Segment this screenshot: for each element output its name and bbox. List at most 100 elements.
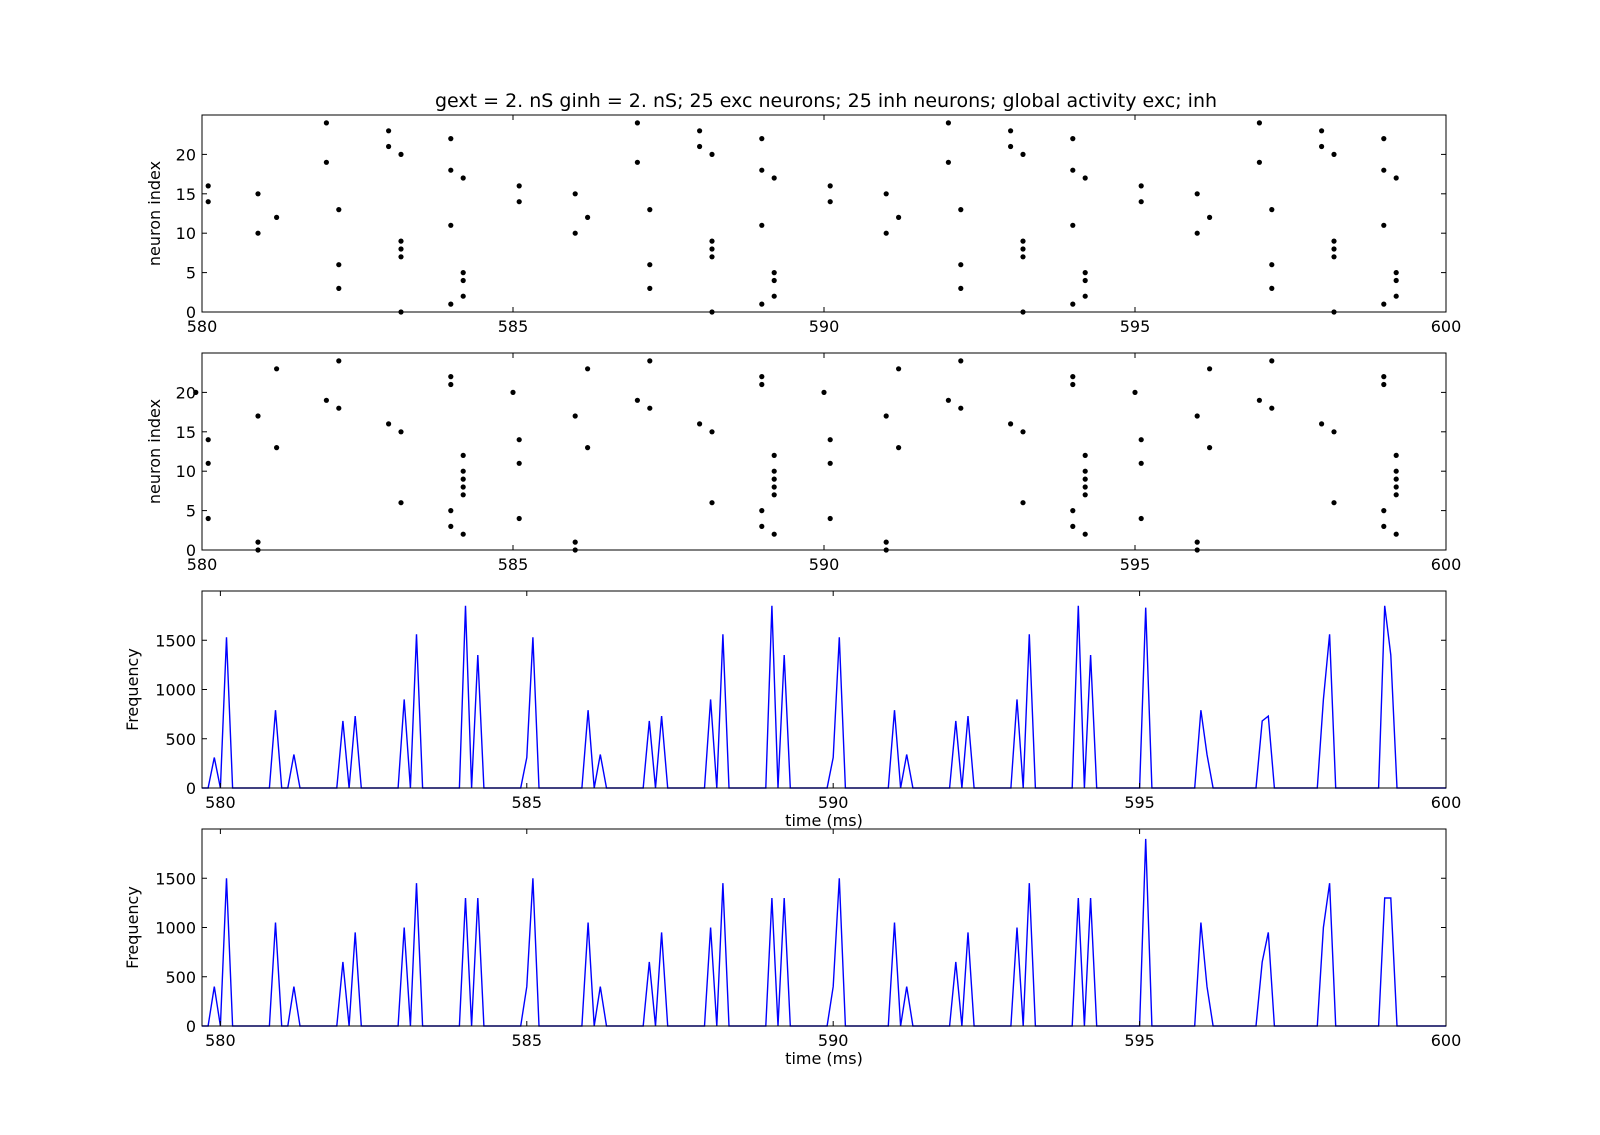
spike-point — [205, 460, 211, 466]
y-tick-label: 0 — [186, 779, 196, 798]
spike-point — [1082, 476, 1088, 482]
spike-point — [883, 191, 889, 197]
x-tick-label: 600 — [1431, 555, 1462, 574]
x-tick-label: 600 — [1431, 317, 1462, 336]
spike-point — [1138, 183, 1144, 189]
spike-point — [771, 476, 777, 482]
spike-point — [697, 143, 703, 150]
spike-point — [398, 151, 404, 157]
spike-point — [448, 301, 454, 307]
y-tick-label: 1000 — [155, 919, 196, 938]
spike-point — [255, 413, 261, 419]
spike-point — [448, 523, 454, 530]
x-tick-label: 580 — [205, 793, 236, 812]
y-tick-label: 0 — [186, 303, 196, 322]
spike-point — [1269, 285, 1275, 291]
spike-point — [398, 246, 404, 252]
spike-point — [1381, 222, 1387, 228]
spike-point — [398, 429, 404, 435]
y-tick-label: 1500 — [155, 631, 196, 650]
spike-point — [647, 358, 653, 364]
spike-point — [634, 120, 641, 126]
spike-point — [1082, 270, 1088, 276]
y-tick-label: 500 — [165, 730, 196, 749]
spike-point — [771, 175, 777, 181]
spike-point — [1132, 389, 1138, 395]
spike-point — [709, 500, 715, 506]
x-tick-label: 595 — [1120, 317, 1151, 336]
spike-point — [1020, 500, 1026, 506]
spike-point — [821, 389, 827, 395]
spike-point — [1207, 445, 1213, 451]
y-tick-label: 20 — [176, 145, 196, 164]
spike-point — [1082, 484, 1088, 490]
spike-point — [1194, 230, 1200, 236]
spike-point — [448, 374, 454, 380]
spike-point — [896, 214, 902, 220]
spike-point — [709, 254, 715, 260]
spike-point — [958, 207, 964, 213]
spike-point — [460, 476, 466, 482]
exc-frequency-panel: 580 585 590 595 600 0 500 1000 1500 Frequency time… — [123, 590, 1462, 830]
x-tick-label: 590 — [818, 793, 849, 812]
spike-point — [883, 413, 889, 419]
spike-point — [516, 183, 522, 189]
spike-point — [1393, 492, 1399, 498]
spike-point — [1194, 539, 1200, 545]
spike-point — [460, 468, 466, 474]
y-axis-label: neuron index — [145, 399, 164, 504]
spike-point — [1381, 381, 1387, 388]
spike-point — [759, 167, 765, 173]
spike-point — [448, 381, 454, 388]
spike-point — [1381, 167, 1387, 173]
spike-point — [1070, 136, 1076, 142]
spike-point — [255, 191, 261, 197]
spike-point — [1020, 238, 1026, 244]
spike-point — [1194, 191, 1200, 197]
spike-point — [1393, 476, 1399, 482]
spike-point — [585, 445, 591, 451]
spike-point — [1082, 492, 1088, 498]
spike-point — [1008, 143, 1014, 150]
spike-point — [1020, 254, 1026, 260]
spike-point — [1269, 262, 1275, 268]
spike-point — [1256, 120, 1262, 126]
spike-point — [697, 128, 703, 134]
spike-point — [1393, 468, 1399, 474]
axes-frame — [201, 352, 1447, 551]
y-tick-label: 0 — [186, 541, 196, 560]
inh-frequency-panel: 580 585 590 595 600 0 500 1000 1500 Frequency time… — [123, 828, 1461, 1068]
x-axis-label: time (ms) — [785, 811, 863, 830]
spike-point — [516, 515, 522, 522]
spike-point — [958, 285, 964, 291]
spike-point — [398, 254, 404, 260]
spike-point — [1256, 397, 1262, 403]
spike-point — [1138, 515, 1144, 522]
spike-point — [634, 397, 641, 403]
spike-point — [1070, 523, 1076, 530]
spike-point — [759, 381, 765, 388]
spike-point — [1070, 167, 1076, 173]
spike-point — [1207, 214, 1213, 220]
spike-point — [336, 405, 342, 411]
spike-point — [771, 484, 777, 490]
spike-point — [1070, 301, 1076, 307]
spike-point — [709, 429, 715, 435]
spike-point — [448, 136, 454, 142]
spike-point — [827, 199, 833, 205]
spike-point — [448, 508, 454, 514]
spike-point — [398, 238, 404, 244]
spike-point — [1393, 270, 1399, 276]
spike-point — [274, 366, 280, 372]
spike-point — [1020, 246, 1026, 252]
spike-point — [1256, 159, 1262, 165]
spike-point — [1082, 468, 1088, 474]
x-tick-label: 600 — [1431, 793, 1462, 812]
spike-point — [205, 199, 211, 205]
spike-point — [460, 492, 466, 498]
spike-point — [1381, 523, 1387, 530]
spike-point — [827, 437, 833, 443]
spike-point — [1070, 374, 1076, 380]
frequency-series-line — [202, 605, 1446, 789]
x-tick-label: 580 — [187, 555, 218, 574]
